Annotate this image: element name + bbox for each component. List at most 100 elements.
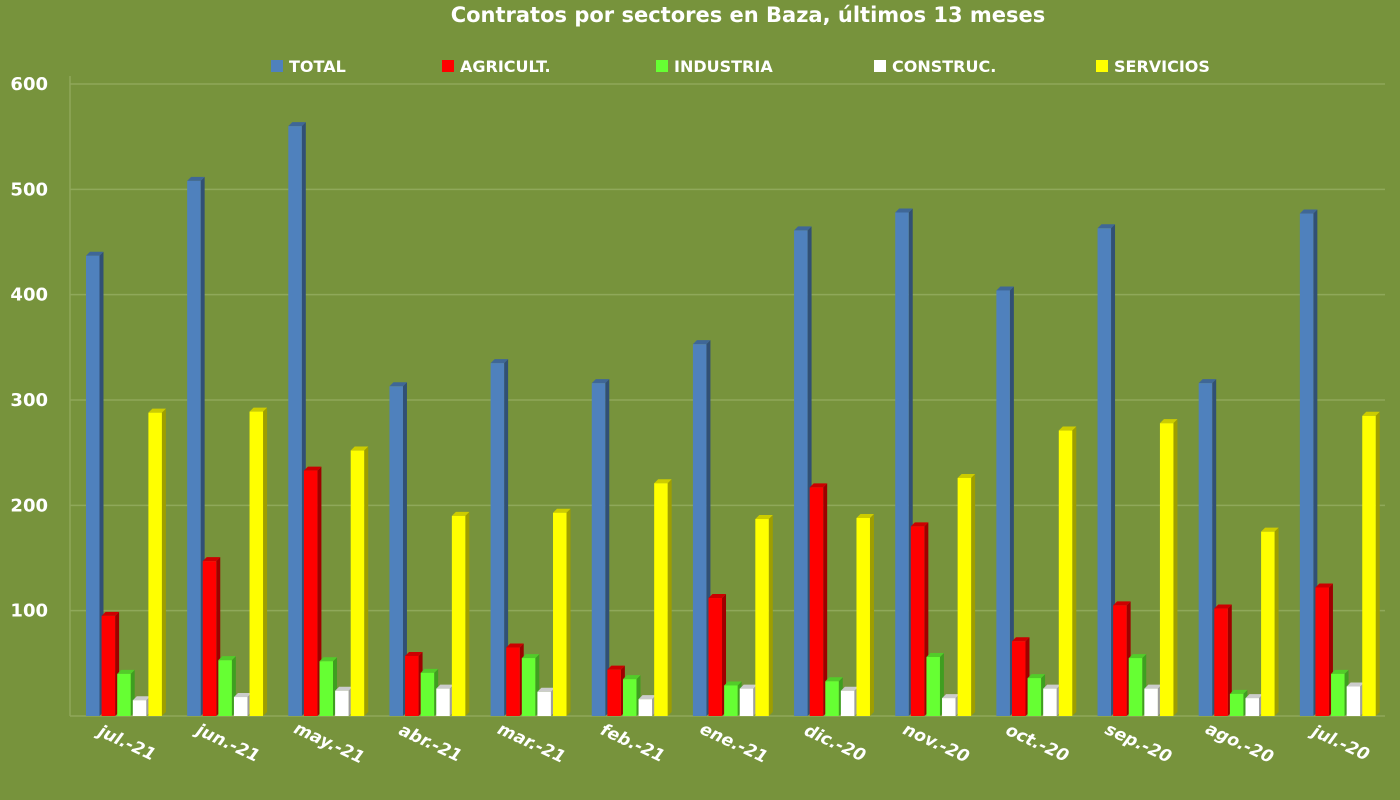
bar-top — [506, 643, 524, 648]
legend-item-construc: CONSTRUC. — [874, 57, 996, 76]
bar-front — [1097, 228, 1112, 716]
bar-front — [187, 180, 201, 716]
bar-construc-dic.-20 — [840, 686, 859, 716]
bar-front — [490, 363, 505, 716]
bar-industria-jul.-21 — [117, 669, 135, 716]
legend-swatch — [271, 60, 283, 72]
bar-front — [591, 383, 606, 716]
bar-top — [607, 665, 625, 670]
bar-top — [957, 473, 976, 478]
bar-side — [566, 508, 571, 716]
bar-front — [1011, 641, 1026, 716]
legend-item-industria: INDUSTRIA — [656, 57, 773, 76]
bar-top — [591, 379, 610, 384]
bar-top — [996, 286, 1014, 291]
bar-servicios-feb.-21 — [654, 479, 672, 716]
bar-front — [840, 690, 855, 716]
bar-industria-jun.-21 — [218, 656, 236, 716]
bar-servicios-may.-21 — [350, 446, 369, 716]
bar-industria-ene.-21 — [724, 681, 742, 716]
bar-construc-nov.-20 — [942, 694, 960, 716]
bar-servicios-ene.-21 — [755, 515, 773, 716]
bar-top — [1299, 209, 1318, 214]
x-tick-label: ago.-20 — [1202, 719, 1276, 768]
x-tick-label: abr.-21 — [396, 720, 465, 766]
bar-side — [869, 513, 874, 716]
bar-front — [451, 515, 466, 716]
bar-agricult-feb.-21 — [607, 665, 625, 716]
bar-top — [1011, 637, 1030, 642]
bar-agricult-sep.-20 — [1113, 601, 1131, 716]
legend-swatch — [874, 60, 886, 72]
bar-front — [521, 658, 536, 716]
bar-servicios-sep.-20 — [1159, 419, 1178, 716]
bar-top — [1043, 684, 1061, 689]
bar-front — [202, 561, 217, 716]
bar-construc-mar.-21 — [537, 687, 555, 716]
bar-total-oct.-20 — [996, 286, 1014, 716]
bar-front — [957, 477, 972, 716]
bar-construc-jul.-20 — [1346, 682, 1365, 716]
bar-front — [1214, 608, 1228, 716]
x-tick-label: nov.-20 — [900, 719, 973, 767]
bar-front — [101, 615, 116, 716]
bar-top — [490, 359, 509, 364]
x-tick-label: oct.-20 — [1002, 720, 1071, 767]
legend-label: INDUSTRIA — [674, 57, 773, 76]
bar-top — [895, 208, 913, 213]
x-tick-label: sep.-20 — [1102, 719, 1175, 767]
bar-side — [971, 473, 976, 716]
legend-item-servicios: SERVICIOS — [1096, 57, 1210, 76]
bar-top — [1159, 419, 1178, 424]
bar-top — [521, 654, 540, 659]
bar-construc-jul.-21 — [132, 696, 151, 716]
bar-top — [1346, 682, 1365, 687]
bar-front — [249, 411, 264, 716]
bar-front — [436, 688, 450, 716]
bar-front — [1113, 605, 1127, 716]
legend-swatch — [1096, 60, 1108, 72]
bar-side — [402, 382, 407, 716]
bar-total-jul.-20 — [1299, 209, 1318, 716]
legend-item-total: TOTAL — [271, 57, 346, 76]
bar-top — [335, 686, 353, 691]
bar-side — [1227, 604, 1232, 716]
bar-front — [303, 470, 318, 716]
bar-top — [1027, 674, 1046, 679]
bar-front — [622, 679, 637, 716]
bar-top — [1331, 669, 1349, 674]
bar-construc-may.-21 — [335, 686, 353, 716]
bar-construc-abr.-21 — [436, 684, 454, 716]
bar-front — [1128, 658, 1143, 716]
bar-top — [436, 684, 454, 689]
bar-front — [1245, 698, 1259, 716]
y-tick-label: 200 — [10, 495, 48, 516]
bar-side — [605, 379, 610, 716]
bar-side — [317, 466, 322, 716]
bar-front — [607, 669, 621, 716]
bar-top — [1113, 601, 1131, 606]
bar-top — [101, 611, 120, 616]
bar-top — [303, 466, 322, 471]
bar-industria-dic.-20 — [825, 677, 843, 716]
bar-side — [465, 511, 470, 716]
bar-front — [350, 450, 365, 716]
bar-front — [1362, 415, 1376, 716]
bar-top — [1315, 583, 1333, 588]
bar-servicios-ago.-20 — [1261, 527, 1279, 716]
bar-agricult-jun.-21 — [202, 557, 221, 716]
bar-side — [768, 515, 773, 716]
bar-top — [148, 408, 166, 413]
legend-swatch — [656, 60, 668, 72]
bar-servicios-mar.-21 — [553, 508, 571, 716]
bar-total-jun.-21 — [187, 176, 205, 716]
bar-front — [895, 212, 909, 717]
bar-front — [755, 519, 769, 716]
legend-label: SERVICIOS — [1114, 57, 1210, 76]
bar-agricult-ago.-20 — [1214, 604, 1232, 716]
bar-agricult-abr.-21 — [405, 651, 423, 716]
bar-construc-ago.-20 — [1245, 694, 1263, 716]
bar-industria-may.-21 — [319, 657, 338, 716]
bar-total-nov.-20 — [895, 208, 913, 717]
